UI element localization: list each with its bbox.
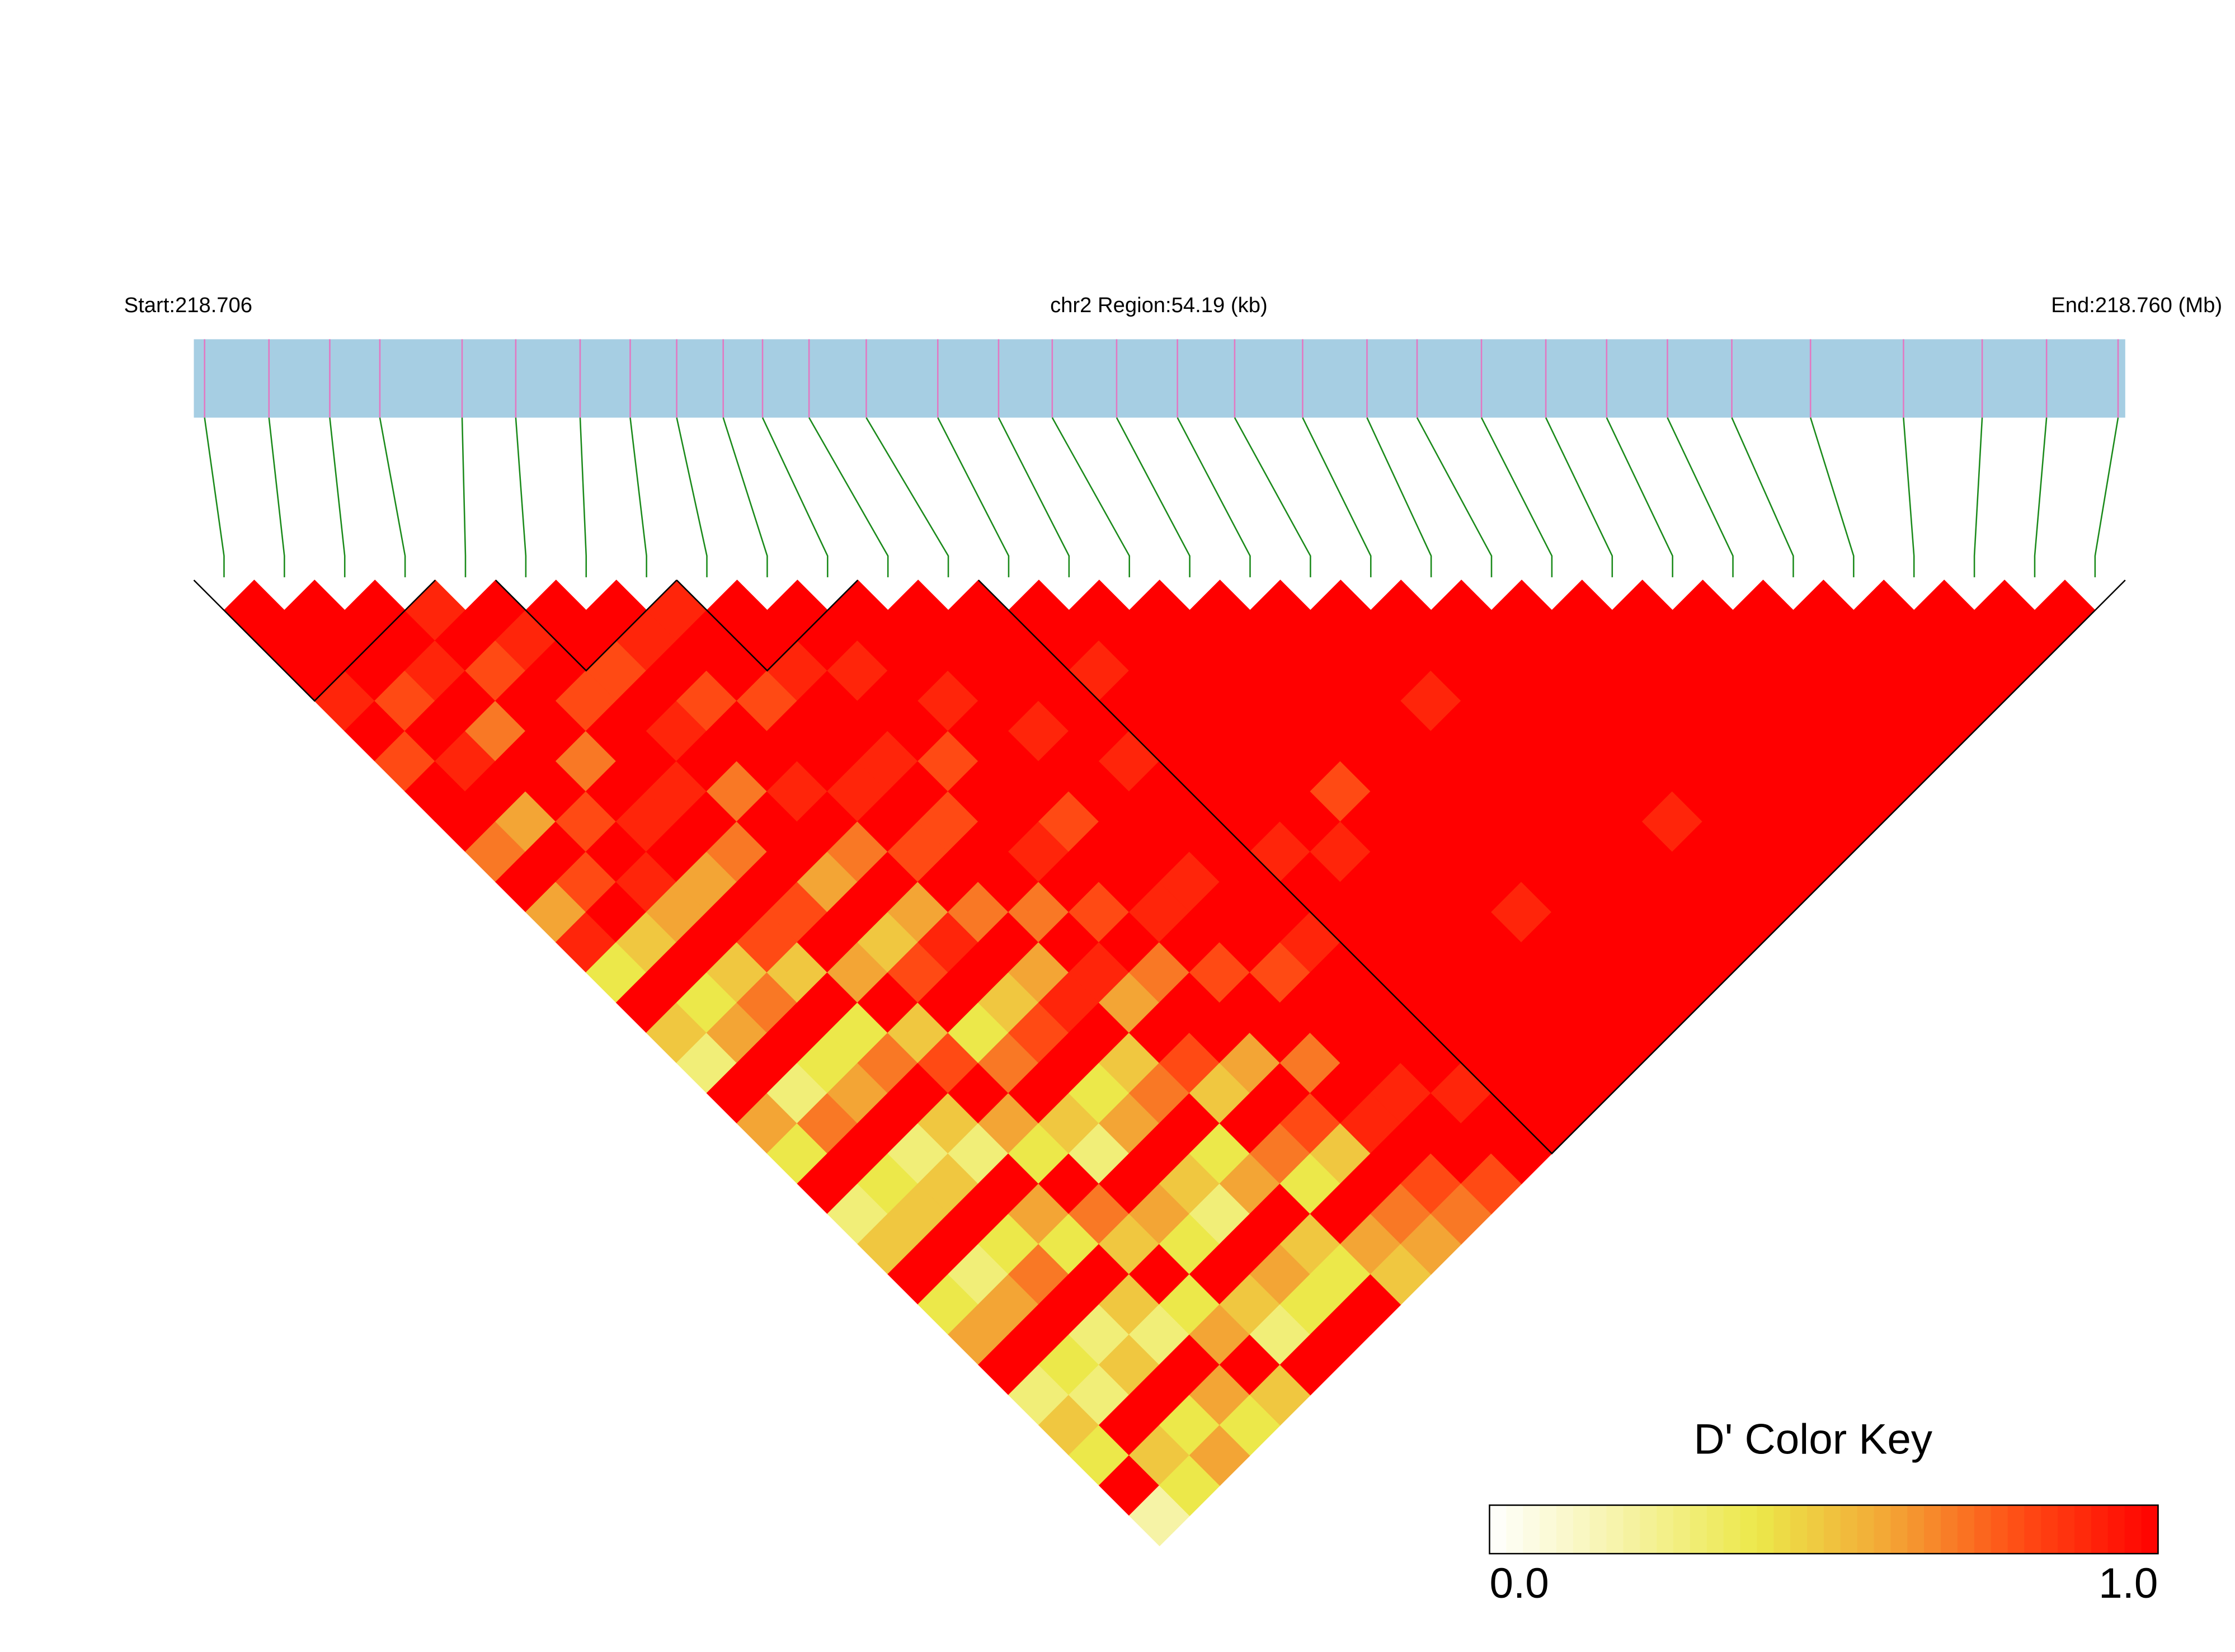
color-key-swatch	[1506, 1505, 1524, 1554]
color-key-swatch	[1589, 1505, 1607, 1554]
color-key-swatch	[1874, 1505, 1891, 1554]
snp-connector	[1366, 417, 1432, 577]
snp-connector	[676, 417, 708, 577]
color-key-swatch	[1673, 1505, 1691, 1554]
snp-connector	[722, 417, 768, 577]
color-key-swatch	[1640, 1505, 1658, 1554]
color-key-tick-label: 0.0	[1489, 1560, 1549, 1607]
color-key-swatch	[2124, 1505, 2142, 1554]
snp-connector	[579, 417, 587, 577]
ld-block-outline	[495, 580, 677, 672]
snp-connector	[1973, 417, 1983, 577]
snp-connector	[1051, 417, 1130, 577]
color-key-swatch	[1941, 1505, 1959, 1554]
color-key-swatch	[1790, 1505, 1808, 1554]
color-key-swatch	[1773, 1505, 1791, 1554]
snp-connector	[1545, 417, 1613, 577]
color-key-swatch	[1957, 1505, 1975, 1554]
color-key-swatch	[1807, 1505, 1825, 1554]
color-key-swatch	[1606, 1505, 1624, 1554]
snp-connector	[1302, 417, 1372, 577]
color-key-swatch	[2058, 1505, 2076, 1554]
snp-connector	[808, 417, 889, 577]
color-key-tick-label: 1.0	[2098, 1560, 2158, 1607]
snp-connector	[461, 417, 467, 577]
snp-connector	[204, 417, 225, 577]
snp-connector	[268, 417, 285, 577]
color-key-swatch	[2024, 1505, 2042, 1554]
snp-connector	[629, 417, 647, 577]
color-key-swatch	[1523, 1505, 1541, 1554]
start-label: Start:218.706	[124, 293, 252, 317]
snp-connector	[329, 417, 346, 577]
color-key-swatch	[1924, 1505, 1942, 1554]
color-key-frame	[1489, 1504, 2159, 1555]
color-key-swatch	[1991, 1505, 2008, 1554]
color-key-swatch	[1740, 1505, 1758, 1554]
color-key-swatch	[2141, 1505, 2159, 1554]
color-key-swatch	[1890, 1505, 1908, 1554]
snp-connector	[1810, 417, 1855, 577]
color-key-swatch	[1840, 1505, 1858, 1554]
snp-connector	[1416, 417, 1493, 577]
snp-connector	[761, 417, 829, 577]
color-key-swatch	[2041, 1505, 2059, 1554]
color-key-swatch	[1757, 1505, 1775, 1554]
color-key-swatch	[1556, 1505, 1574, 1554]
ld-block-outline	[193, 580, 436, 702]
region-label: chr2 Region:54.19 (kb)	[1050, 293, 1268, 317]
color-key-swatch	[2091, 1505, 2109, 1554]
snp-connector	[937, 417, 1010, 577]
snp-connector	[1667, 417, 1734, 577]
color-key-swatch	[2107, 1505, 2125, 1554]
color-key-swatch	[1657, 1505, 1674, 1554]
snp-connector	[1234, 417, 1311, 577]
color-key-title: D' Color Key	[1694, 1416, 1933, 1463]
color-key-swatch	[1823, 1505, 1842, 1554]
snp-connector	[865, 417, 949, 577]
snp-connector	[2034, 417, 2048, 577]
color-key-swatch	[1857, 1505, 1875, 1554]
snp-connector	[1480, 417, 1553, 577]
snp-connector	[379, 417, 406, 577]
color-key-swatch	[2007, 1505, 2025, 1554]
snp-connector	[1606, 417, 1673, 577]
color-key-swatch	[1623, 1505, 1641, 1554]
color-key-swatch	[2074, 1505, 2092, 1554]
color-key-swatch	[1573, 1505, 1591, 1554]
snp-connector	[2094, 417, 2119, 577]
snp-connector	[1903, 417, 1915, 577]
snp-connector	[1731, 417, 1794, 577]
color-key-swatch	[1723, 1505, 1741, 1554]
snp-connector	[515, 417, 527, 577]
snp-connector	[1116, 417, 1191, 577]
snp-connector	[1177, 417, 1251, 577]
ld-block-outline	[978, 580, 2126, 1155]
region-bar	[194, 339, 2125, 418]
end-label: End:218.760 (Mb)	[2051, 293, 2222, 317]
color-key-swatch	[1540, 1505, 1558, 1554]
color-key-swatch	[1974, 1505, 1992, 1554]
color-key-swatch	[1489, 1505, 1507, 1554]
color-key-swatch	[1907, 1505, 1925, 1554]
ld-block-outline	[676, 580, 859, 672]
color-key-swatch	[1706, 1505, 1724, 1554]
color-key-swatch	[1690, 1505, 1708, 1554]
snp-connector	[997, 417, 1070, 577]
